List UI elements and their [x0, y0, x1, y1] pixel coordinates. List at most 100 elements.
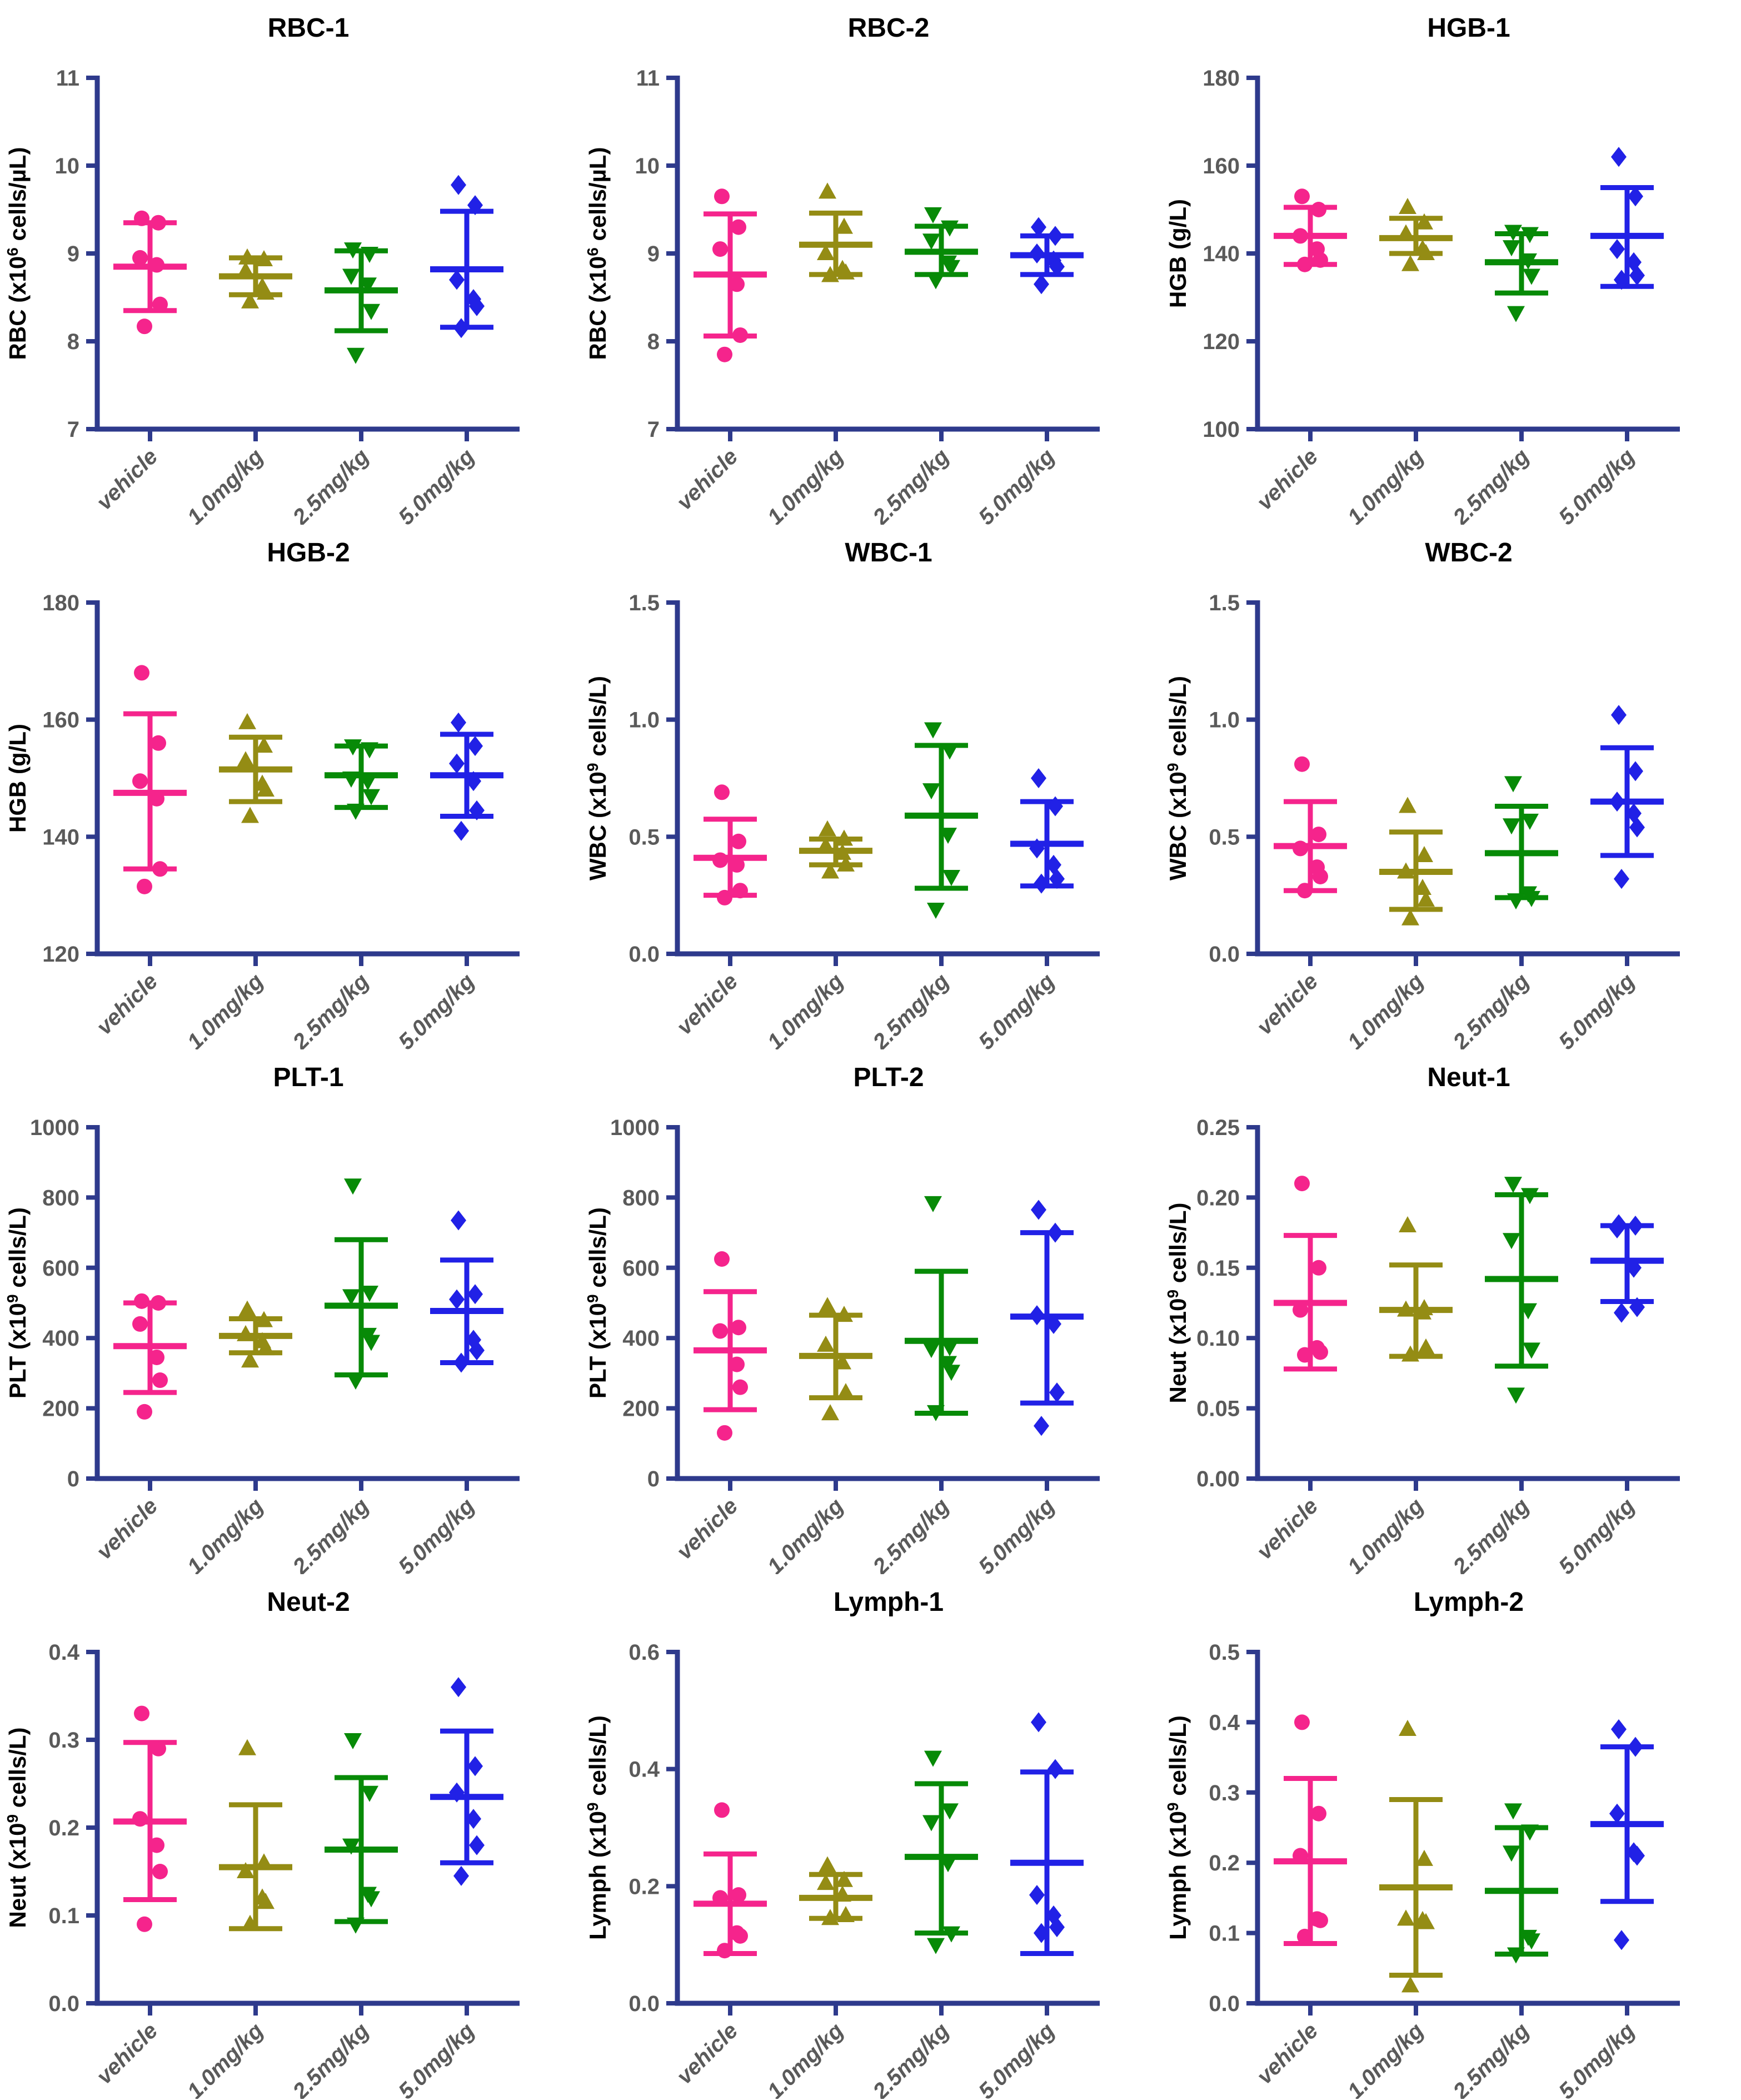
y-tick-label: 1.5 — [1209, 591, 1240, 615]
data-point-marker — [1503, 818, 1520, 835]
data-point-marker — [1397, 862, 1415, 879]
y-tick-label: 180 — [42, 591, 79, 615]
chart-title: Lymph-2 — [1414, 1588, 1524, 1617]
chart-title: WBC-2 — [1425, 538, 1512, 568]
data-point-marker — [942, 869, 960, 886]
data-point-marker — [1521, 1188, 1539, 1205]
data-point-marker — [347, 1917, 365, 1934]
data-point-marker — [132, 1316, 148, 1332]
data-point-marker — [151, 735, 166, 751]
chart-hgb-2: HGB-2 HGB (g/L) 120 140 160 180 vehicle 1.0mg/k… — [0, 525, 580, 1049]
error-bar-wbc-2-3 — [1590, 745, 1664, 858]
data-point-marker — [137, 878, 152, 894]
data-point-marker — [1313, 1912, 1328, 1928]
data-point-marker — [1401, 1345, 1419, 1362]
data-point-marker — [1507, 893, 1525, 910]
error-bar-lymph-1-1 — [799, 1872, 872, 1921]
data-point-marker — [1297, 1347, 1313, 1363]
data-point-marker — [1047, 226, 1063, 246]
data-point-marker — [1503, 1845, 1520, 1862]
data-point-marker — [137, 1916, 152, 1932]
y-axis-label-superscript: 6 — [584, 247, 601, 256]
data-point-marker — [837, 1906, 855, 1922]
data-point-marker — [1523, 1342, 1540, 1359]
y-tick-label: 7 — [67, 417, 79, 442]
data-point-marker — [241, 807, 259, 823]
data-point-marker — [237, 1862, 255, 1878]
x-category-label: 2.5mg/kg — [288, 1494, 373, 1574]
data-point-marker — [257, 283, 275, 300]
chart-plt-1: PLT-1 PLT (x109 cells/L) 0 200 400 600 800 1000… — [0, 1049, 580, 1574]
data-point-marker — [344, 739, 362, 756]
error-bar-wbc-2-1 — [1379, 829, 1453, 912]
y-tick-label: 7 — [647, 417, 660, 442]
y-tick-label: 1.0 — [628, 708, 660, 733]
data-point-marker — [1029, 1885, 1045, 1905]
data-point-marker — [1034, 274, 1049, 295]
data-point-marker — [924, 1196, 942, 1212]
data-point-marker — [1507, 1947, 1525, 1964]
chart-title: Neut-1 — [1427, 1063, 1510, 1092]
data-point-marker — [1049, 1382, 1065, 1403]
error-bar-hgb-2-0 — [113, 711, 187, 872]
data-point-marker — [469, 800, 485, 820]
data-point-marker — [151, 215, 166, 231]
y-axis-label: Lymph (x109 cells/L) — [584, 1715, 611, 1940]
data-point-marker — [1507, 306, 1525, 322]
data-point-marker — [1294, 1714, 1310, 1730]
data-point-marker — [834, 1885, 851, 1902]
data-point-marker — [134, 1293, 149, 1309]
data-point-marker — [1521, 227, 1539, 243]
data-point-marker — [467, 1756, 483, 1776]
y-tick-label: 0.2 — [48, 1816, 79, 1840]
data-point-marker — [1034, 1416, 1049, 1436]
y-tick-label: 0.0 — [48, 1992, 79, 2016]
x-category-label: vehicle — [1252, 969, 1323, 1039]
y-tick-label: 0.6 — [628, 1640, 660, 1665]
data-point-marker — [257, 1339, 275, 1356]
chart-rbc-1: RBC-1 RBC (x106 cells/µL) 7 8 9 10 11 vehicle 1.… — [0, 0, 580, 525]
x-category-label: vehicle — [92, 969, 162, 1039]
error-bar-hgb-1-3 — [1590, 185, 1664, 289]
data-point-marker — [449, 753, 465, 774]
data-point-marker — [361, 1785, 378, 1802]
data-point-marker — [819, 1297, 836, 1313]
x-category-label: 1.0mg/kg — [183, 2018, 268, 2099]
data-point-marker — [347, 347, 365, 364]
data-point-marker — [1029, 838, 1045, 859]
y-tick-label: 120 — [42, 942, 79, 967]
y-axis-label: RBC (x106 cells/µL) — [584, 147, 611, 360]
data-point-marker — [151, 1740, 166, 1756]
data-point-marker — [1504, 776, 1522, 793]
data-point-marker — [1294, 188, 1310, 205]
data-point-marker — [1297, 256, 1313, 272]
y-tick-label: 0.2 — [1209, 1851, 1240, 1875]
y-axis-label: Neut (x109 cells/L) — [4, 1727, 31, 1928]
data-point-marker — [819, 182, 836, 199]
x-category-label: 2.5mg/kg — [868, 2018, 954, 2099]
data-point-marker — [939, 1356, 957, 1372]
y-axis-label-text: PLT (x10 — [4, 1303, 31, 1399]
data-point-marker — [1313, 868, 1328, 884]
chart-title: PLT-1 — [273, 1063, 343, 1092]
error-bar-rbc-1-3 — [430, 208, 503, 330]
data-point-marker — [241, 1914, 259, 1931]
data-point-marker — [927, 902, 945, 919]
y-tick-label: 0 — [67, 1467, 79, 1491]
y-tick-label: 8 — [67, 330, 79, 354]
x-category-label: 5.0mg/kg — [394, 969, 480, 1049]
data-point-marker — [1629, 1297, 1645, 1317]
data-point-marker — [717, 889, 732, 905]
data-point-marker — [238, 1300, 256, 1317]
y-axis-label-units: cells/L) — [1165, 1202, 1191, 1289]
data-point-marker — [237, 751, 255, 768]
x-category-label: 1.0mg/kg — [763, 1494, 849, 1574]
data-point-marker — [347, 1374, 365, 1390]
y-tick-label: 0.00 — [1196, 1467, 1240, 1491]
y-tick-label: 0.1 — [1209, 1922, 1240, 1946]
data-point-marker — [451, 1677, 466, 1698]
data-point-marker — [1415, 1849, 1433, 1866]
data-point-marker — [149, 1349, 164, 1365]
data-point-marker — [1503, 1233, 1520, 1250]
x-category-label: 1.0mg/kg — [1343, 444, 1429, 525]
